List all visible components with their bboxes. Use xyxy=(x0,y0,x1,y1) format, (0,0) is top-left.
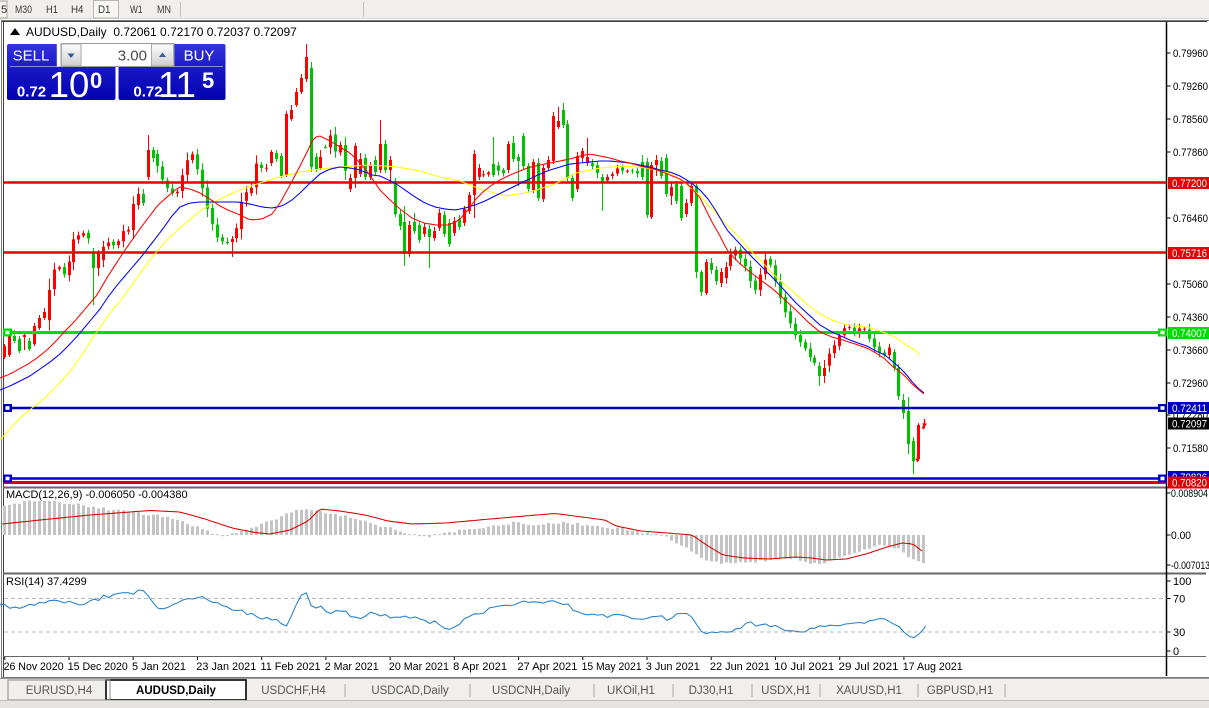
svg-text:MN: MN xyxy=(157,4,171,16)
svg-text:0.75716: 0.75716 xyxy=(1172,248,1207,260)
svg-text:USDCAD,Daily: USDCAD,Daily xyxy=(371,685,449,697)
svg-text:MACD(12,26,9) -0.006050 -0.004: MACD(12,26,9) -0.006050 -0.004380 xyxy=(6,489,188,501)
svg-text:2 Mar 2021: 2 Mar 2021 xyxy=(325,661,379,673)
svg-text:0.71580: 0.71580 xyxy=(1173,443,1208,455)
svg-text:GBPUSD,H1: GBPUSD,H1 xyxy=(927,685,993,697)
svg-text:SELL: SELL xyxy=(13,48,50,65)
svg-text:USDCHF,H4: USDCHF,H4 xyxy=(261,685,326,697)
svg-text:23 Jan 2021: 23 Jan 2021 xyxy=(196,661,256,673)
svg-text:BUY: BUY xyxy=(184,48,215,65)
svg-text:15 May 2021: 15 May 2021 xyxy=(582,661,642,673)
svg-text:26 Nov 2020: 26 Nov 2020 xyxy=(4,661,64,673)
svg-text:0: 0 xyxy=(1173,646,1179,658)
svg-text:3 Jun 2021: 3 Jun 2021 xyxy=(646,661,700,673)
svg-text:D1: D1 xyxy=(98,4,111,16)
svg-text:H4: H4 xyxy=(71,4,84,16)
svg-text:0.72960: 0.72960 xyxy=(1173,378,1208,390)
svg-text:USDCNH,Daily: USDCNH,Daily xyxy=(492,685,570,697)
svg-text:0.76460: 0.76460 xyxy=(1173,213,1208,225)
svg-text:AUDUSD,Daily: AUDUSD,Daily xyxy=(136,685,216,697)
svg-text:0.72: 0.72 xyxy=(17,84,46,101)
svg-text:70: 70 xyxy=(1173,594,1185,606)
svg-text:EURUSD,H4: EURUSD,H4 xyxy=(26,685,93,697)
svg-text:-0.007013: -0.007013 xyxy=(1171,560,1209,572)
svg-text:100: 100 xyxy=(1173,576,1191,588)
svg-text:AUDUSD,Daily 0.72061 0.72170: AUDUSD,Daily 0.72061 0.72170 0.72037 0.7… xyxy=(26,25,297,39)
svg-text:0.72: 0.72 xyxy=(133,84,162,101)
svg-text:0.77860: 0.77860 xyxy=(1173,147,1208,159)
svg-text:RSI(14) 37.4299: RSI(14) 37.4299 xyxy=(6,576,87,588)
svg-text:0.70820: 0.70820 xyxy=(1172,478,1207,490)
svg-text:W1: W1 xyxy=(130,4,143,16)
svg-text:0.75060: 0.75060 xyxy=(1173,279,1208,291)
svg-text:0.74360: 0.74360 xyxy=(1173,312,1208,324)
svg-text:17 Aug 2021: 17 Aug 2021 xyxy=(903,661,963,673)
svg-text:UKOil,H1: UKOil,H1 xyxy=(607,685,655,697)
svg-text:27 Apr 2021: 27 Apr 2021 xyxy=(517,661,577,673)
svg-text:5 Jan 2021: 5 Jan 2021 xyxy=(132,661,186,673)
svg-text:30: 30 xyxy=(1173,627,1185,639)
svg-text:XAUUSD,H1: XAUUSD,H1 xyxy=(836,685,902,697)
svg-text:20 Mar 2021: 20 Mar 2021 xyxy=(389,661,449,673)
svg-text:11 Feb 2021: 11 Feb 2021 xyxy=(261,661,321,673)
svg-text:0.00: 0.00 xyxy=(1171,530,1191,542)
svg-text:10: 10 xyxy=(49,64,90,105)
svg-text:11: 11 xyxy=(158,64,196,105)
svg-text:10 Jul 2021: 10 Jul 2021 xyxy=(774,661,834,673)
svg-text:M30: M30 xyxy=(15,4,32,16)
svg-text:USDX,H1: USDX,H1 xyxy=(761,685,811,697)
svg-text:0.78560: 0.78560 xyxy=(1173,114,1208,126)
svg-text:0.008904: 0.008904 xyxy=(1171,488,1208,500)
svg-text:0: 0 xyxy=(90,68,102,93)
svg-text:0.73660: 0.73660 xyxy=(1173,345,1208,357)
svg-text:3.00: 3.00 xyxy=(118,48,147,65)
svg-text:0.72411: 0.72411 xyxy=(1172,403,1207,415)
svg-text:0.77200: 0.77200 xyxy=(1172,178,1207,190)
svg-text:0.74007: 0.74007 xyxy=(1172,328,1207,340)
svg-text:0.72097: 0.72097 xyxy=(1172,419,1207,431)
svg-text:5: 5 xyxy=(202,68,214,93)
svg-text:DJ30,H1: DJ30,H1 xyxy=(689,685,734,697)
svg-text:5: 5 xyxy=(1,4,7,16)
svg-text:22 Jun 2021: 22 Jun 2021 xyxy=(710,661,770,673)
svg-text:0.79260: 0.79260 xyxy=(1173,81,1208,93)
svg-text:15 Dec 2020: 15 Dec 2020 xyxy=(68,661,128,673)
svg-text:H1: H1 xyxy=(46,4,58,16)
svg-text:0.79960: 0.79960 xyxy=(1173,48,1208,60)
svg-text:8 Apr 2021: 8 Apr 2021 xyxy=(453,661,507,673)
svg-text:29 Jul 2021: 29 Jul 2021 xyxy=(839,661,899,673)
